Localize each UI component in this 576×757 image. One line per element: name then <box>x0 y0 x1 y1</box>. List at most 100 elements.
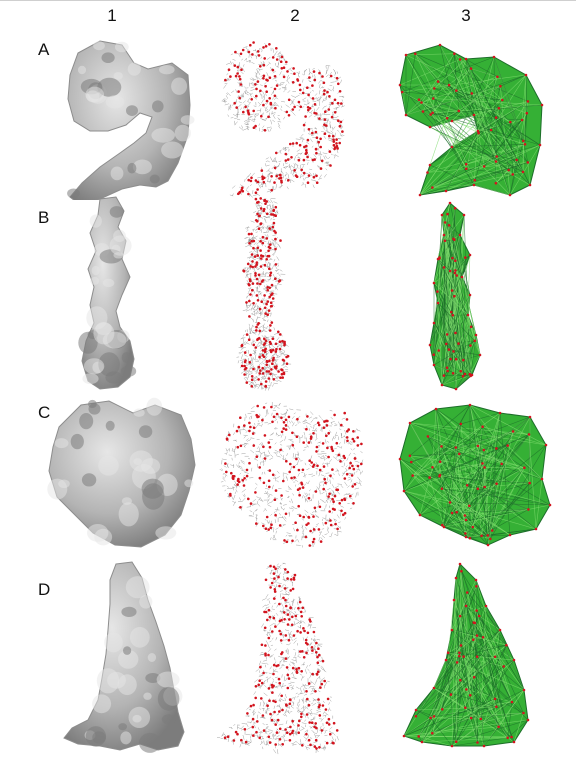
red-point <box>223 736 227 739</box>
red-point <box>291 615 294 619</box>
red-point <box>244 105 247 109</box>
vector-tick <box>254 380 257 384</box>
red-point <box>290 156 293 159</box>
red-point <box>322 92 326 96</box>
red-point <box>271 691 274 694</box>
red-point <box>297 666 301 670</box>
vector-tick <box>256 734 260 738</box>
vector-tick <box>252 709 255 714</box>
vector-tick <box>245 270 250 274</box>
red-point <box>314 130 318 134</box>
red-point <box>262 180 266 184</box>
vector-tick <box>246 60 251 63</box>
vector-tick <box>291 611 296 615</box>
vector-tick <box>242 481 245 484</box>
vector-tick <box>355 481 361 485</box>
red-point <box>280 416 283 420</box>
vector-tick <box>292 422 295 427</box>
vector-tick <box>305 494 309 498</box>
point-cloud-d <box>216 562 339 755</box>
vector-tick <box>323 456 325 461</box>
vector-tick <box>244 90 247 95</box>
mesh-edge <box>451 689 525 747</box>
vector-tick <box>353 448 356 450</box>
red-point <box>345 436 349 439</box>
vector-tick <box>271 605 273 608</box>
vector-tick <box>330 130 334 134</box>
vector-tick <box>321 86 325 89</box>
mesh-edge <box>415 656 496 717</box>
red-point <box>258 329 262 333</box>
vector-tick <box>303 650 309 653</box>
red-point <box>260 382 263 386</box>
vector-tick <box>260 185 263 188</box>
mesh-edge <box>432 689 525 734</box>
vector-tick <box>229 194 234 197</box>
vector-tick <box>253 691 257 695</box>
vector-tick <box>271 433 274 436</box>
vector-tick <box>226 451 228 455</box>
vector-tick <box>309 737 313 739</box>
mesh-edge <box>527 162 531 186</box>
vector-tick <box>317 703 321 705</box>
mesh-edge <box>422 111 509 171</box>
mesh-node <box>496 75 499 79</box>
mesh-edge <box>481 509 529 537</box>
mesh-edge <box>442 519 467 526</box>
vector-tick <box>244 341 249 346</box>
vector-tick <box>268 632 272 637</box>
vector-tick <box>336 735 339 741</box>
column-label-2: 2 <box>290 6 300 25</box>
red-point <box>295 457 298 461</box>
vector-tick <box>306 636 308 639</box>
red-point <box>273 590 277 593</box>
mesh-node <box>462 655 465 658</box>
mesh-edge <box>399 458 471 539</box>
mesh-edge <box>455 373 471 390</box>
vector-tick <box>318 80 322 84</box>
vector-tick <box>268 277 271 282</box>
vector-tick <box>341 126 343 129</box>
vector-tick <box>315 680 317 684</box>
vector-tick <box>286 649 289 652</box>
red-point <box>285 666 289 669</box>
vector-tick <box>231 193 234 196</box>
surface-bump <box>86 90 100 103</box>
mesh-edge <box>451 74 527 148</box>
vector-tick <box>245 244 250 248</box>
vector-tick <box>302 529 305 532</box>
vector-tick <box>305 498 309 503</box>
vector-tick <box>275 104 280 107</box>
vector-tick <box>254 679 258 683</box>
vector-tick <box>285 534 288 537</box>
vector-tick <box>298 109 301 112</box>
mesh-node <box>450 511 454 515</box>
red-point <box>268 359 271 363</box>
red-point <box>256 180 260 184</box>
vector-tick <box>268 258 272 261</box>
red-point <box>329 74 333 78</box>
red-point <box>251 725 255 729</box>
red-point <box>292 578 296 581</box>
mesh-edge <box>473 130 479 186</box>
vector-tick <box>234 491 237 494</box>
vector-tick <box>244 58 247 61</box>
red-point <box>314 490 318 493</box>
mesh-node <box>402 489 406 493</box>
vector-tick <box>270 199 274 204</box>
vector-tick <box>252 499 257 502</box>
vector-tick <box>245 304 251 307</box>
vector-tick <box>273 511 276 514</box>
vector-tick <box>336 129 340 132</box>
red-point <box>335 138 338 141</box>
red-point <box>288 618 291 621</box>
vector-tick <box>270 107 273 110</box>
vector-tick <box>244 237 248 239</box>
red-point <box>250 98 253 101</box>
red-point <box>279 632 283 636</box>
mesh-edge <box>445 169 509 192</box>
red-point <box>321 659 325 663</box>
vector-tick <box>254 54 257 58</box>
vector-tick <box>255 522 259 527</box>
red-point <box>236 65 240 69</box>
